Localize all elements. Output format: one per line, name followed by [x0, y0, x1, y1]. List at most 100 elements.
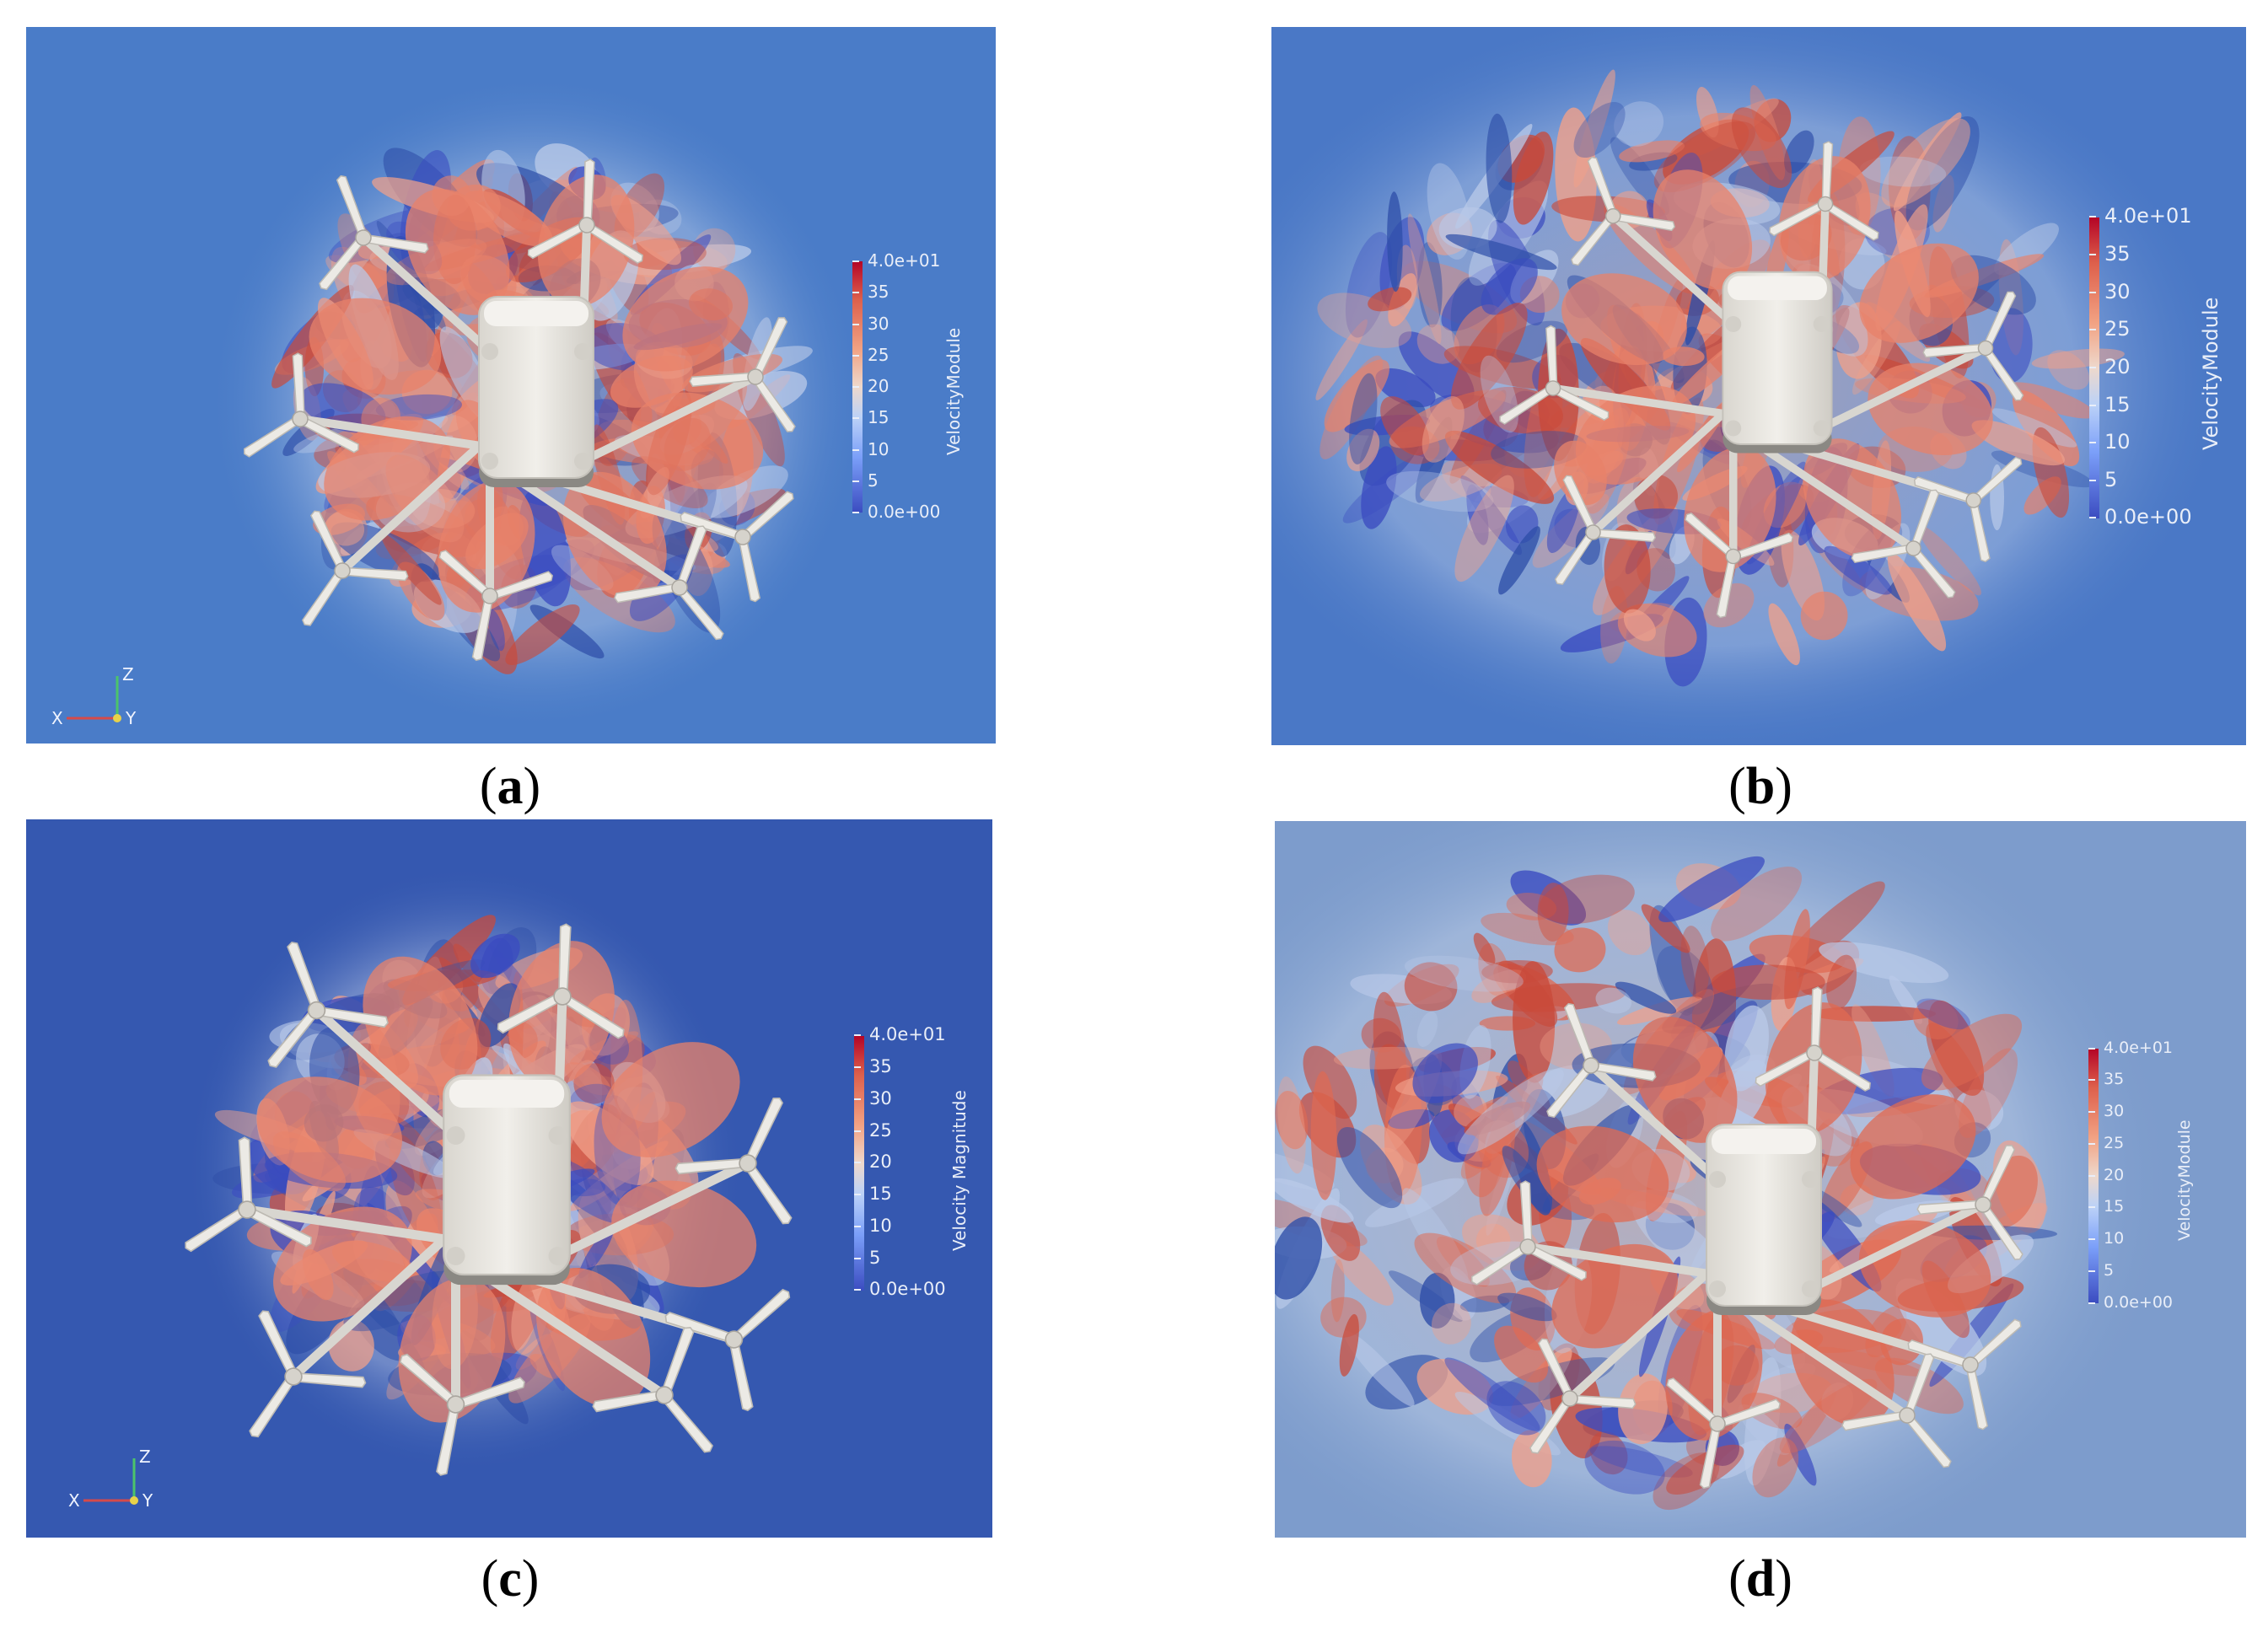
- rotor: [399, 1353, 526, 1476]
- colorbar-tick-label: 25: [854, 1119, 892, 1141]
- rotor: [527, 158, 643, 264]
- drone-body-top: [484, 301, 588, 326]
- colorbar-tick-label: 5: [853, 1247, 881, 1268]
- colorbar-tick-label: 15: [854, 1184, 892, 1205]
- velocity-field-b: [1271, 27, 2246, 745]
- rotor: [302, 510, 409, 626]
- rotor: [1755, 986, 1871, 1092]
- drone-body: [443, 1074, 571, 1276]
- caption-a: (a): [479, 758, 541, 815]
- drone-body: [478, 296, 594, 479]
- axis-y-label: Y: [142, 1490, 153, 1511]
- figure-panel-c: 4.0e+01 35 30 25 20 15 10 5 0.0e+00 Velocity Magn…: [26, 819, 992, 1538]
- colorbar-tick-label: 10: [854, 1215, 892, 1236]
- rotor: [592, 1327, 714, 1453]
- rotor: [267, 941, 389, 1068]
- axis-z-label: Z: [122, 664, 134, 684]
- orientation-axes-a: Z X Y: [41, 651, 142, 735]
- rotor: [1916, 1145, 2023, 1260]
- drone-body-top: [449, 1080, 565, 1108]
- colorbar-tick-label: 4.0e+01: [852, 250, 941, 271]
- rotor: [1470, 1180, 1587, 1286]
- rotor: [1769, 141, 1879, 241]
- colorbar-tick-label: 20: [852, 376, 889, 396]
- drone-body-top: [1712, 1129, 1816, 1154]
- colorbar-tick-label: 25: [2088, 1133, 2125, 1152]
- caption-d: (d): [1728, 1550, 1792, 1608]
- caption-c: (c): [481, 1550, 540, 1608]
- axes-triad: [67, 676, 121, 722]
- colorbar-tick-label: 5: [852, 470, 879, 491]
- axis-y-label: Y: [126, 708, 137, 728]
- colorbar-title: Velocity Magnitude: [949, 1090, 970, 1252]
- colorbar-tick-label: 25: [852, 344, 889, 365]
- orientation-axes-c: Z X Y: [58, 1433, 159, 1517]
- rotor: [438, 550, 554, 662]
- colorbar-tick-label: 4.0e+01: [2089, 204, 2192, 228]
- axis-z-label: Z: [139, 1447, 151, 1467]
- rotor: [185, 1136, 312, 1253]
- rotor: [674, 1098, 793, 1225]
- rotor: [1913, 456, 2023, 563]
- octocopter-drone: [1470, 986, 2023, 1490]
- colorbar-tick-label: 25: [2089, 317, 2131, 341]
- rotor: [497, 923, 625, 1039]
- rotor: [680, 491, 794, 603]
- rotor: [1554, 475, 1657, 585]
- rotor: [1529, 1338, 1637, 1454]
- rotor: [243, 352, 359, 458]
- colorbar-tick-label: 0.0e+00: [854, 1279, 946, 1300]
- rotor: [1851, 489, 1956, 599]
- rotor: [1499, 325, 1610, 425]
- figure-panel-a: 4.0e+01 35 30 25 20 15 10 5 0.0e+00 VelocityModul…: [26, 27, 996, 744]
- rotor: [1922, 291, 2024, 401]
- figure-panel-d: 4.0e+01 35 30 25 20 15 10 5 0.0e+00 VelocityModul…: [1275, 821, 2246, 1538]
- drone-body: [1722, 271, 1833, 445]
- turbulence-streaks: [1315, 69, 2125, 687]
- colorbar-tick-label: 15: [852, 407, 889, 428]
- rotor: [1685, 512, 1794, 619]
- colorbar-title: VelocityModule: [2174, 1119, 2194, 1242]
- rotor: [614, 525, 724, 641]
- caption-b: (b): [1728, 758, 1792, 815]
- colorbar-tick-label: 10: [2088, 1229, 2125, 1248]
- colorbar-tick-label: 15: [2088, 1197, 2125, 1216]
- colorbar-tick-label: 4.0e+01: [854, 1024, 946, 1045]
- colorbar-tick-label: 20: [2089, 354, 2131, 378]
- colorbar-title: VelocityModule: [943, 328, 964, 456]
- colorbar-tick-label: 35: [854, 1056, 892, 1077]
- rotor-group: [185, 923, 793, 1476]
- turbulence-streaks: [212, 915, 757, 1425]
- colorbar-tick-label: 15: [2089, 392, 2131, 416]
- velocity-field-a: [26, 27, 996, 744]
- rotor: [1666, 1377, 1782, 1490]
- colorbar-tick-label: 5: [2088, 467, 2118, 491]
- colorbar-tick-label: 20: [854, 1152, 892, 1173]
- colorbar-tick-label: 30: [852, 313, 889, 334]
- rotor: [1571, 156, 1676, 266]
- rotor-group: [243, 158, 796, 662]
- figure-panel-b: 4.0e+01 35 30 25 20 15 10 5 0.0e+00 VelocityModul…: [1271, 27, 2246, 745]
- axis-x-label: X: [51, 708, 63, 728]
- rotor-group: [1499, 141, 2024, 619]
- colorbar-tick-label: 30: [2089, 279, 2131, 303]
- velocity-field-c: [26, 819, 992, 1538]
- colorbar-tick-label: 0.0e+00: [2089, 505, 2192, 529]
- colorbar-tick-label: 30: [854, 1087, 892, 1109]
- colorbar-tick-label: 30: [2088, 1102, 2125, 1121]
- colorbar-tick-label: 35: [852, 282, 889, 303]
- rotor: [1546, 1002, 1657, 1119]
- colorbar-tick-label: 10: [2089, 430, 2131, 454]
- rotor: [249, 1310, 367, 1438]
- rotor: [664, 1288, 791, 1412]
- rotor-group: [1470, 986, 2023, 1490]
- axis-x-label: X: [68, 1490, 80, 1511]
- colorbar-tick-label: 10: [852, 438, 889, 459]
- axes-triad: [83, 1458, 138, 1505]
- rotor: [1841, 1353, 1952, 1468]
- colorbar-tick-label: 5: [2088, 1260, 2115, 1280]
- axis-y-dot: [130, 1496, 138, 1505]
- axis-y-dot: [113, 714, 121, 722]
- drone-body-top: [1728, 276, 1827, 300]
- octocopter-drone: [185, 923, 793, 1476]
